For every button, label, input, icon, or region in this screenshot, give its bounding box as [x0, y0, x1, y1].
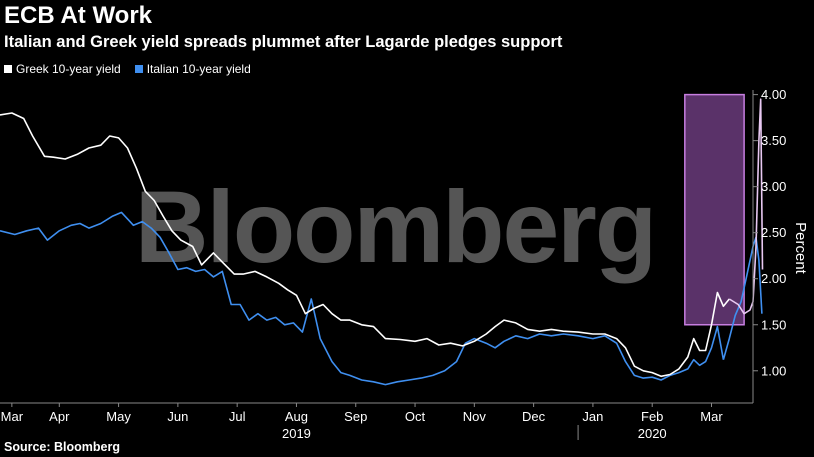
x-tick-label-9: Dec [522, 409, 546, 424]
year-label-0: 2019 [282, 426, 311, 440]
y-tick-label-4: 3.00 [761, 179, 786, 194]
x-tick-label-7: Oct [405, 409, 426, 424]
x-tick-label-11: Feb [641, 409, 663, 424]
x-tick-label-1: Apr [49, 409, 70, 424]
y-tick-label-5: 3.50 [761, 133, 786, 148]
x-tick-label-3: Jun [167, 409, 188, 424]
y-tick-label-2: 2.00 [761, 271, 786, 286]
x-tick-label-4: Jul [229, 409, 246, 424]
x-tick-label-12: Mar [700, 409, 723, 424]
y-axis-label: Percent [792, 222, 809, 275]
bloomberg-watermark: Bloomberg [135, 170, 655, 284]
x-tick-label-5: Aug [285, 409, 308, 424]
watermark-layer: Bloomberg [135, 170, 655, 284]
x-tick-label-2: May [106, 409, 131, 424]
line-chart: Bloomberg 1.00 1.50 2.00 2.50 3.00 3.50 4.00 Ma… [0, 0, 814, 440]
x-tick-label-10: Jan [582, 409, 603, 424]
y-tick-label-0: 1.00 [761, 363, 786, 378]
y-tick-label-1: 1.50 [761, 317, 786, 332]
x-tick-label-6: Sep [344, 409, 367, 424]
highlight-layer [685, 95, 744, 325]
source-note: Source: Bloomberg [4, 440, 120, 454]
year-label-1: 2020 [638, 426, 667, 440]
x-tick-label-8: Nov [463, 409, 487, 424]
y-tick-label-6: 4.00 [761, 87, 786, 102]
y-tick-label-3: 2.50 [761, 225, 786, 240]
x-tick-label-0: Mar [1, 409, 24, 424]
highlight-box [685, 95, 744, 325]
